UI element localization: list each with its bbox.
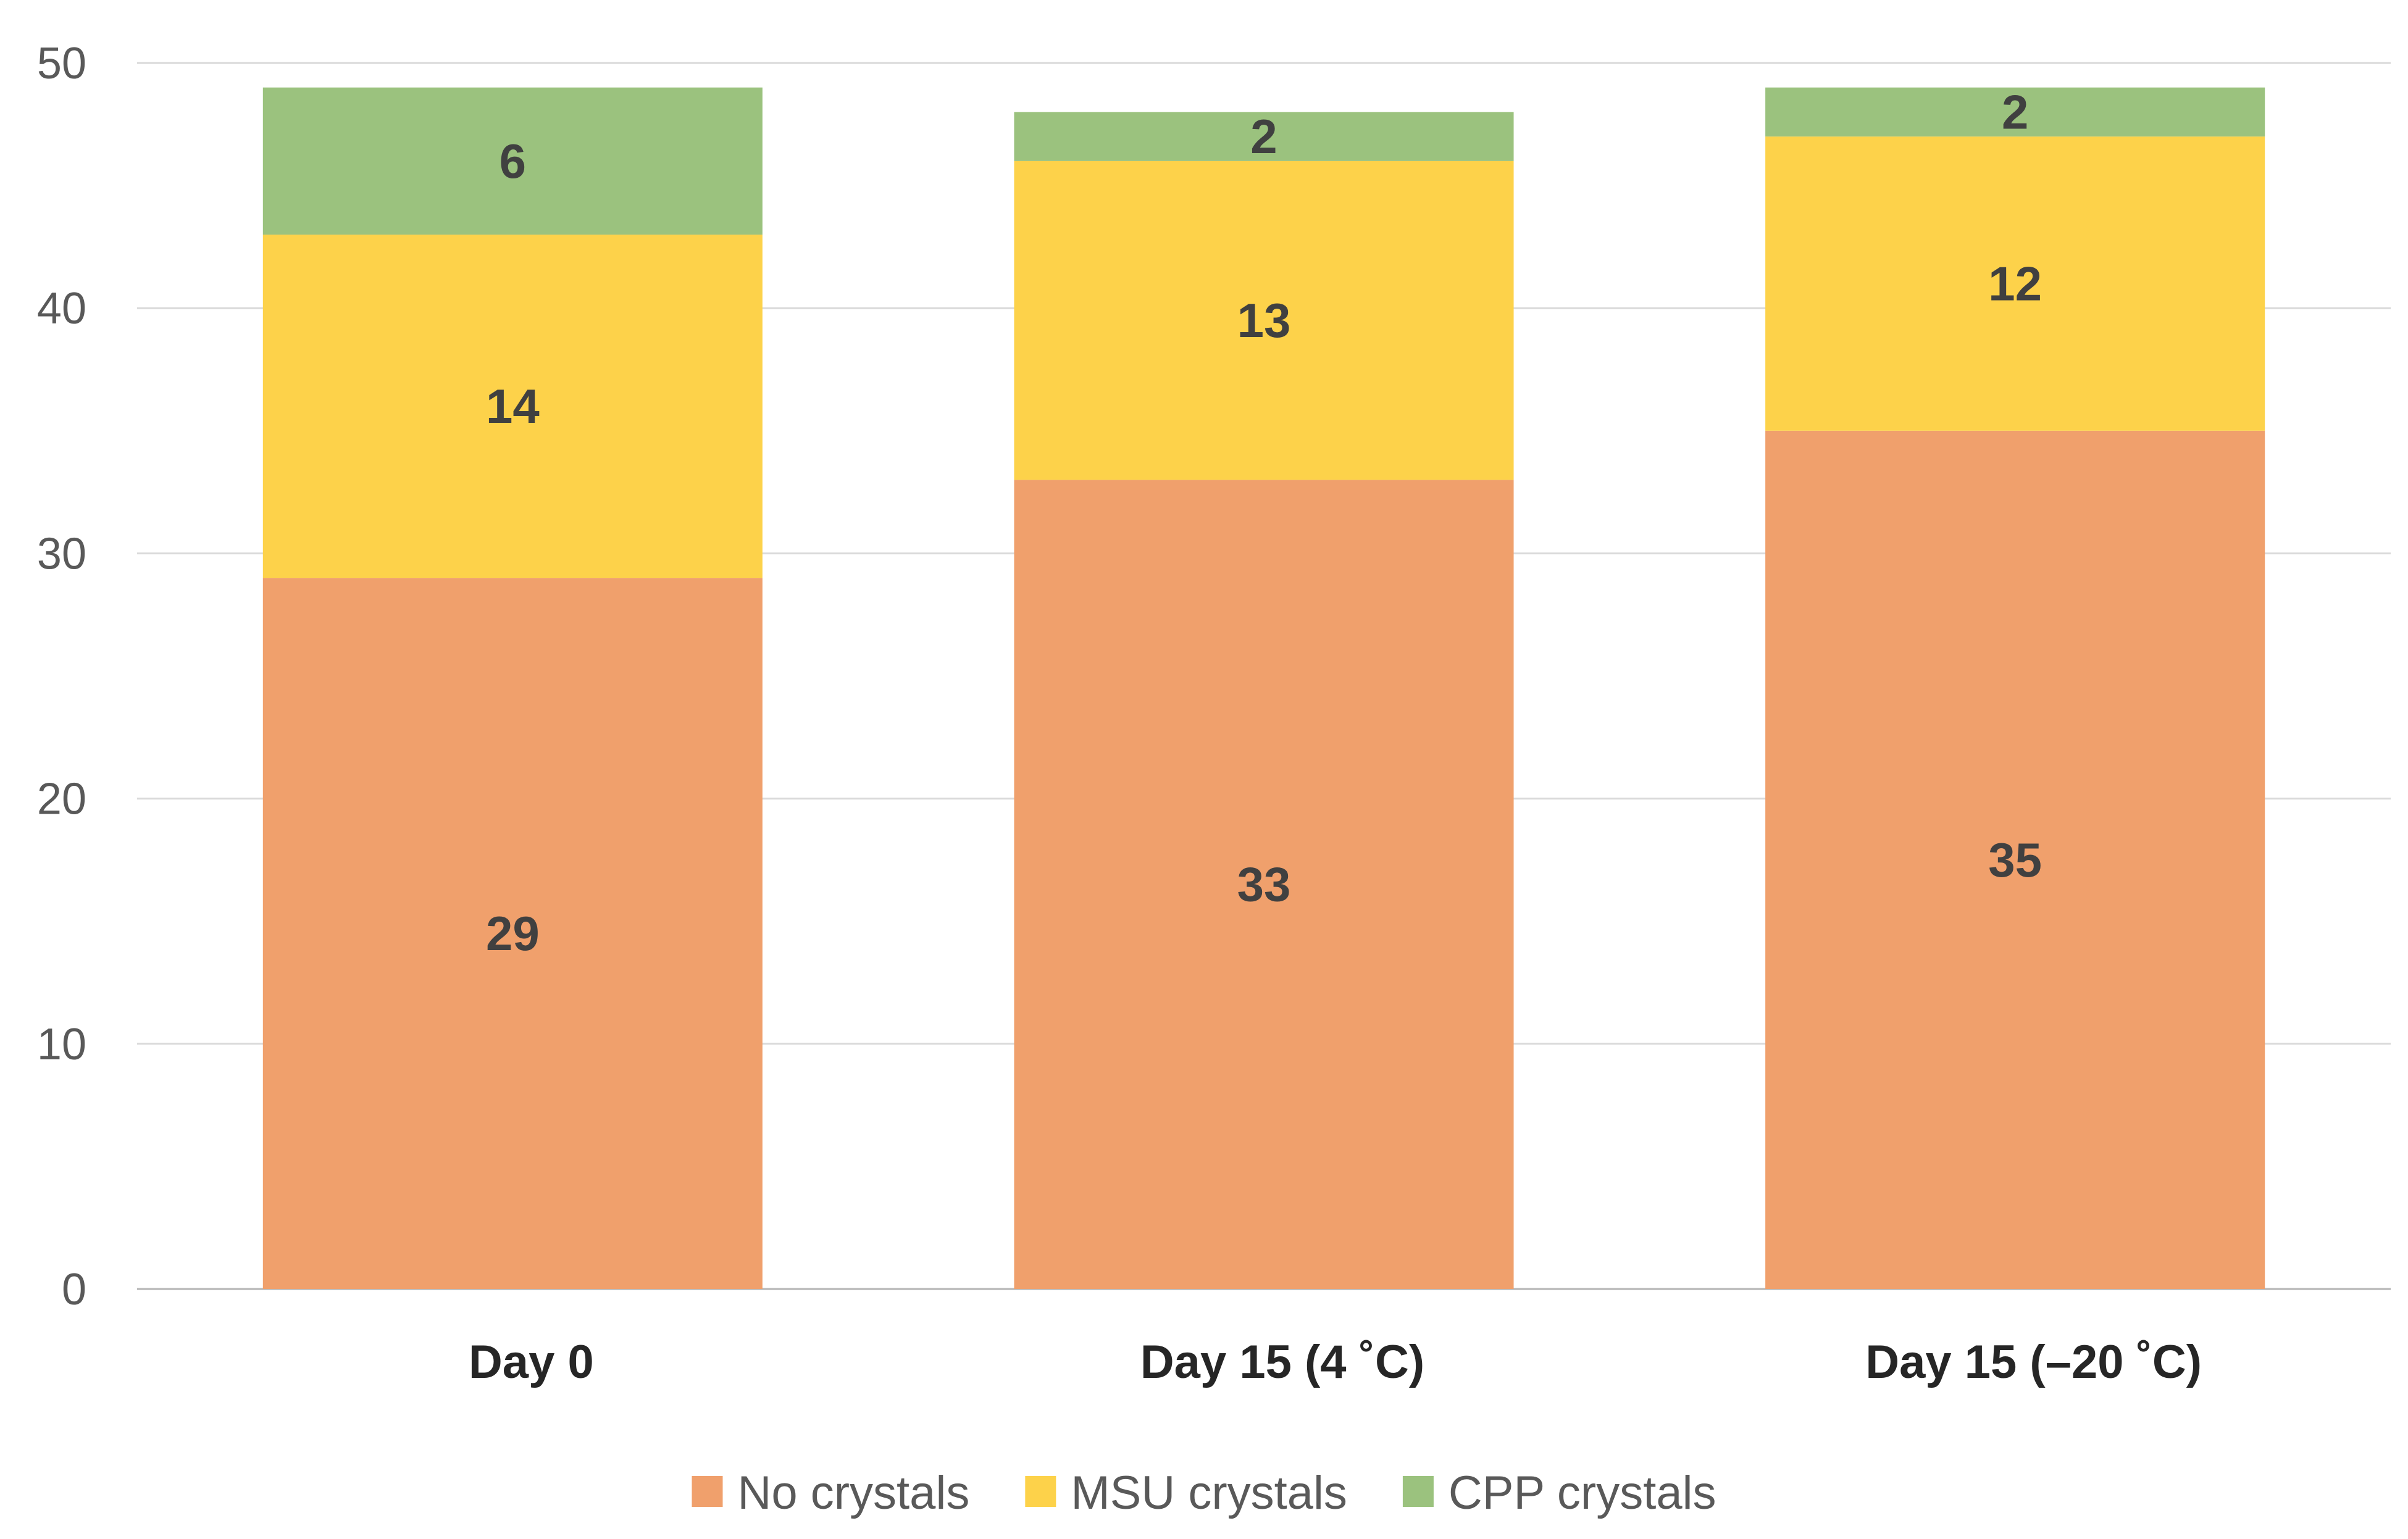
data-label: 6: [500, 134, 526, 188]
y-axis-ticks: 0 10 20 30 40 50: [37, 39, 86, 1314]
bar-segment: [1765, 430, 2265, 1289]
y-tick-label: 40: [37, 284, 86, 333]
legend: No crystals MSU crystals CPP crystals: [692, 1467, 1716, 1519]
legend-swatch: [1025, 1476, 1056, 1507]
bars: [262, 87, 2265, 1289]
data-label: 13: [1237, 293, 1291, 348]
bar-segment: [262, 578, 763, 1289]
bar-segment: [1765, 136, 2265, 431]
legend-label: MSU crystals: [1071, 1467, 1347, 1519]
bar-segment: [1014, 480, 1514, 1289]
x-tick-label: Day 0: [469, 1336, 594, 1388]
data-label: 33: [1237, 857, 1291, 912]
bar-segment: [1014, 161, 1514, 480]
legend-swatch: [1402, 1476, 1434, 1507]
y-tick-label: 20: [37, 775, 86, 824]
x-tick-label: Day 15 (–20 ˚C): [1865, 1336, 2202, 1388]
x-axis-ticks: Day 0 Day 15 (4 ˚C) Day 15 (–20 ˚C): [469, 1336, 2202, 1388]
data-label: 14: [486, 379, 540, 433]
y-tick-label: 30: [37, 529, 86, 578]
y-tick-label: 10: [37, 1020, 86, 1069]
data-label: 35: [1988, 833, 2042, 887]
data-label: 2: [1250, 109, 1277, 164]
legend-label: CPP crystals: [1449, 1467, 1716, 1519]
data-labels: 29 14 6 33 13 2 35 12 2: [486, 85, 2042, 961]
data-label: 2: [2002, 85, 2028, 139]
y-tick-label: 0: [62, 1265, 86, 1314]
x-tick-label: Day 15 (4 ˚C): [1140, 1336, 1424, 1388]
bar-segment: [1014, 112, 1514, 161]
y-tick-label: 50: [37, 39, 86, 88]
legend-swatch: [692, 1476, 723, 1507]
data-label: 29: [486, 906, 540, 961]
bar-segment: [262, 87, 763, 235]
bar-segment: [1765, 87, 2265, 137]
legend-label: No crystals: [737, 1467, 969, 1519]
bar-segment: [262, 235, 763, 578]
data-label: 12: [1988, 256, 2042, 311]
